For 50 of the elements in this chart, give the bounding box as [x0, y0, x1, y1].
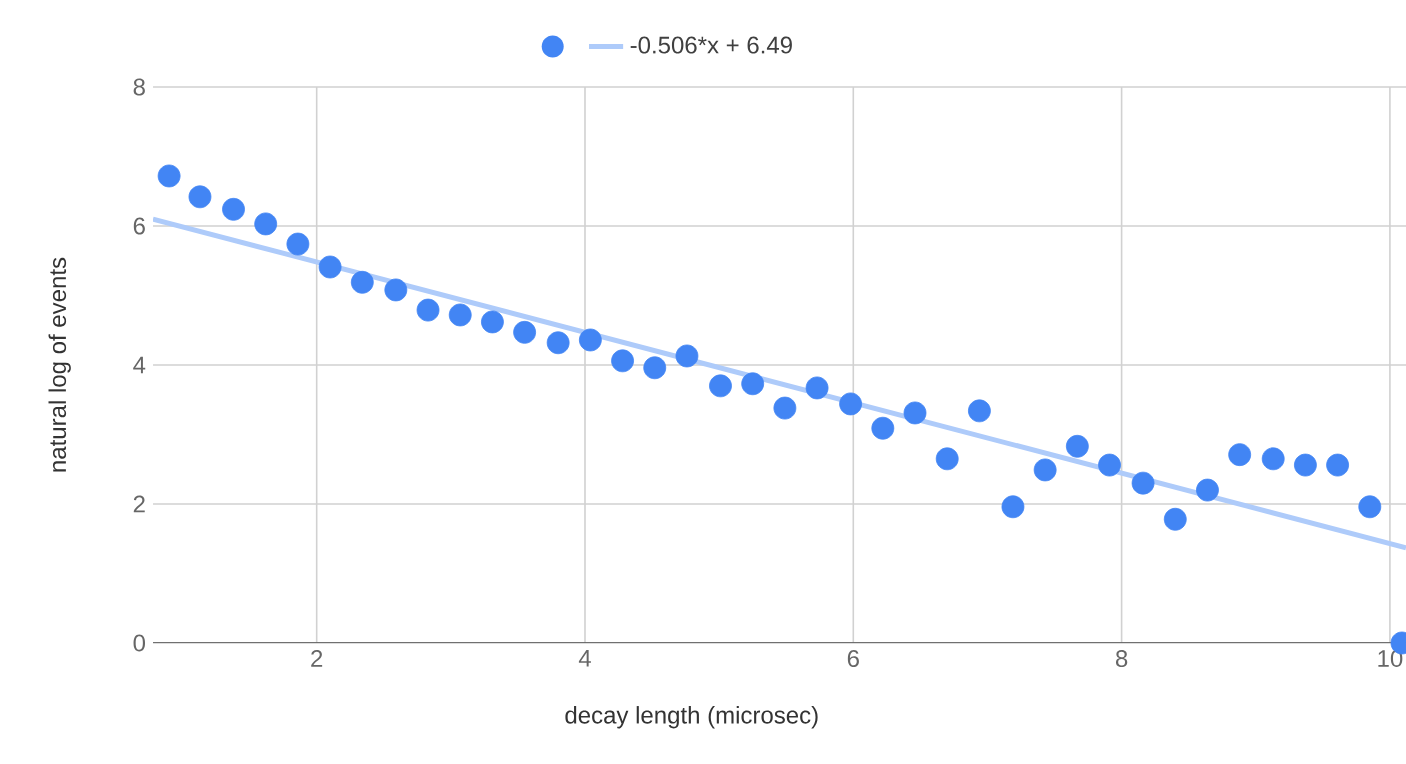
point [254, 212, 278, 236]
point [1261, 447, 1285, 471]
point [1033, 458, 1057, 482]
x-axis-title: decay length (microsec) [565, 706, 818, 729]
x-tick-label: 4 [578, 650, 591, 667]
point [1358, 495, 1382, 519]
y-tick-label: 8 [133, 78, 145, 96]
point [611, 349, 634, 373]
point [1326, 453, 1349, 477]
point [578, 328, 602, 352]
legend-label: -0.506*x + 6.49 [630, 36, 792, 54]
point [1131, 471, 1155, 495]
point [546, 331, 570, 355]
point [384, 278, 408, 302]
point [448, 303, 472, 327]
point [1163, 507, 1187, 531]
point [350, 270, 374, 294]
point [709, 374, 732, 398]
point [1098, 453, 1121, 477]
point [643, 356, 667, 380]
y-tick-label: 0 [133, 634, 146, 652]
point [935, 447, 959, 471]
y-axis-title: natural log of events [48, 257, 71, 472]
point [481, 310, 504, 334]
y-tick-label: 2 [133, 495, 145, 513]
y-tick-label: 6 [133, 217, 145, 235]
point [1196, 478, 1219, 502]
point [513, 320, 537, 344]
point [286, 232, 310, 256]
y-tick-label: 4 [133, 356, 146, 374]
point [675, 344, 699, 368]
point [318, 255, 342, 279]
point [871, 416, 895, 440]
point [805, 376, 829, 400]
point [839, 392, 863, 416]
point [222, 197, 245, 221]
point [1065, 434, 1089, 458]
x-tick-label: 8 [1115, 650, 1128, 668]
point [1001, 495, 1025, 519]
point [157, 164, 181, 188]
point [741, 372, 765, 396]
point [1294, 453, 1317, 477]
point [1228, 443, 1252, 467]
point [968, 399, 991, 423]
x-tick-label: 2 [311, 650, 323, 667]
point [188, 185, 212, 209]
point [773, 396, 797, 420]
point [416, 298, 440, 322]
x-tick-label: 6 [847, 650, 859, 668]
point [903, 401, 927, 425]
